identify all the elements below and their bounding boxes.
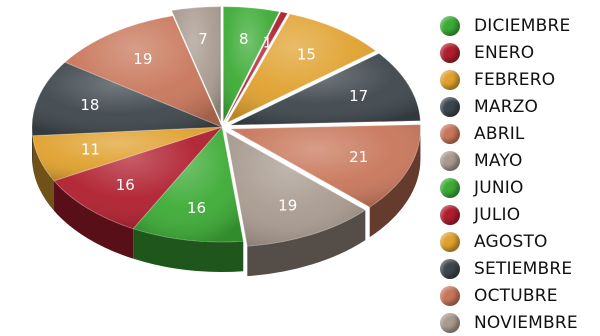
data-label-noviembre: 7: [198, 30, 208, 48]
legend-swatch: [440, 15, 460, 36]
legend-swatch: [440, 204, 460, 225]
pie-slice-gloss-enero: [224, 11, 288, 122]
pie-side-julio: [54, 180, 134, 259]
legend-item-abril: ABRIL: [440, 120, 600, 147]
pie-slice-gloss-febrero: [227, 14, 376, 123]
legend-item-noviembre: NOVIEMBRE: [440, 309, 600, 336]
legend-item-febrero: FEBRERO: [440, 66, 600, 93]
pie-slice-gloss-junio: [133, 127, 244, 242]
legend-swatch: [440, 177, 460, 198]
legend-label: AGOSTO: [474, 231, 548, 252]
legend-label: ENERO: [474, 42, 535, 63]
chart-area: 8 1 15 17 21 19 16 16 11 18 19 7 DICIEMBRE ENERO FE…: [31, 6, 578, 333]
data-label-enero: 1: [263, 34, 273, 52]
data-label-diciembre: 8: [239, 30, 249, 48]
pie-slice-gloss-abril: [230, 124, 421, 208]
pie-side-mayo: [247, 210, 366, 277]
data-label-junio: 16: [187, 199, 206, 217]
legend-swatch: [440, 69, 460, 90]
legend-label: JULIO: [474, 204, 521, 225]
pie-slice-gloss-agosto: [32, 127, 222, 181]
pie-depth-layer: [32, 127, 421, 277]
legend-label: OCTUBRE: [474, 285, 558, 306]
pie-top-layer: [31, 6, 421, 247]
legend-item-setiembre: SETIEMBRE: [440, 255, 600, 282]
slice-labels-layer: 8 1 15 17 21 19 16 16 11 18 19 7: [80, 30, 368, 217]
data-label-abril: 21: [349, 148, 368, 166]
data-label-setiembre: 18: [80, 96, 99, 114]
data-label-julio: 16: [116, 176, 135, 194]
data-label-marzo: 17: [349, 87, 368, 105]
legend-item-mayo: MAYO: [440, 147, 600, 174]
legend-item-julio: JULIO: [440, 201, 600, 228]
pie-slice-gloss-octubre: [65, 15, 222, 127]
data-label-febrero: 15: [297, 46, 316, 64]
pie-slice-gloss-diciembre: [223, 6, 280, 122]
pie-side-agosto: [32, 135, 55, 211]
legend-item-diciembre: DICIEMBRE: [440, 12, 600, 39]
legend-label: DICIEMBRE: [474, 15, 571, 36]
pie-side-junio: [133, 228, 244, 272]
data-label-agosto: 11: [81, 140, 100, 158]
data-label-mayo: 19: [278, 196, 297, 214]
pie-slice-gloss-marzo: [230, 53, 421, 126]
legend-swatch: [440, 285, 460, 306]
legend-item-marzo: MARZO: [440, 93, 600, 120]
legend-item-octubre: OCTUBRE: [440, 282, 600, 309]
legend-label: SETIEMBRE: [474, 258, 573, 279]
pie-slice-gloss-mayo: [226, 131, 366, 247]
legend-label: MAYO: [474, 150, 523, 171]
legend-item-agosto: AGOSTO: [440, 228, 600, 255]
pie-chart: 8 1 15 17 21 19 16 16 11 18 19 7: [31, 6, 421, 277]
legend-label: NOVIEMBRE: [474, 312, 578, 333]
pie-slice-gloss-noviembre: [171, 6, 221, 122]
legend-label: MARZO: [474, 96, 539, 117]
legend-swatch: [440, 42, 460, 63]
legend-swatch: [440, 150, 460, 171]
legend-label: JUNIO: [474, 177, 524, 198]
legend-item-enero: ENERO: [440, 39, 600, 66]
pie-side-abril: [369, 128, 421, 238]
legend-swatch: [440, 258, 460, 279]
legend: DICIEMBRE ENERO FEBRERO MARZO ABRIL MAYO…: [440, 12, 600, 336]
legend-label: FEBRERO: [474, 69, 556, 90]
legend-item-junio: JUNIO: [440, 174, 600, 201]
pie-slice-gloss-julio: [54, 127, 223, 229]
legend-swatch: [440, 123, 460, 144]
pie-slice-gloss-setiembre: [31, 62, 222, 136]
data-label-octubre: 19: [133, 50, 152, 68]
legend-swatch: [440, 231, 460, 252]
legend-label: ABRIL: [474, 123, 525, 144]
pie-side-setiembre: [32, 127, 33, 166]
legend-swatch: [440, 96, 460, 117]
legend-swatch: [440, 312, 460, 333]
